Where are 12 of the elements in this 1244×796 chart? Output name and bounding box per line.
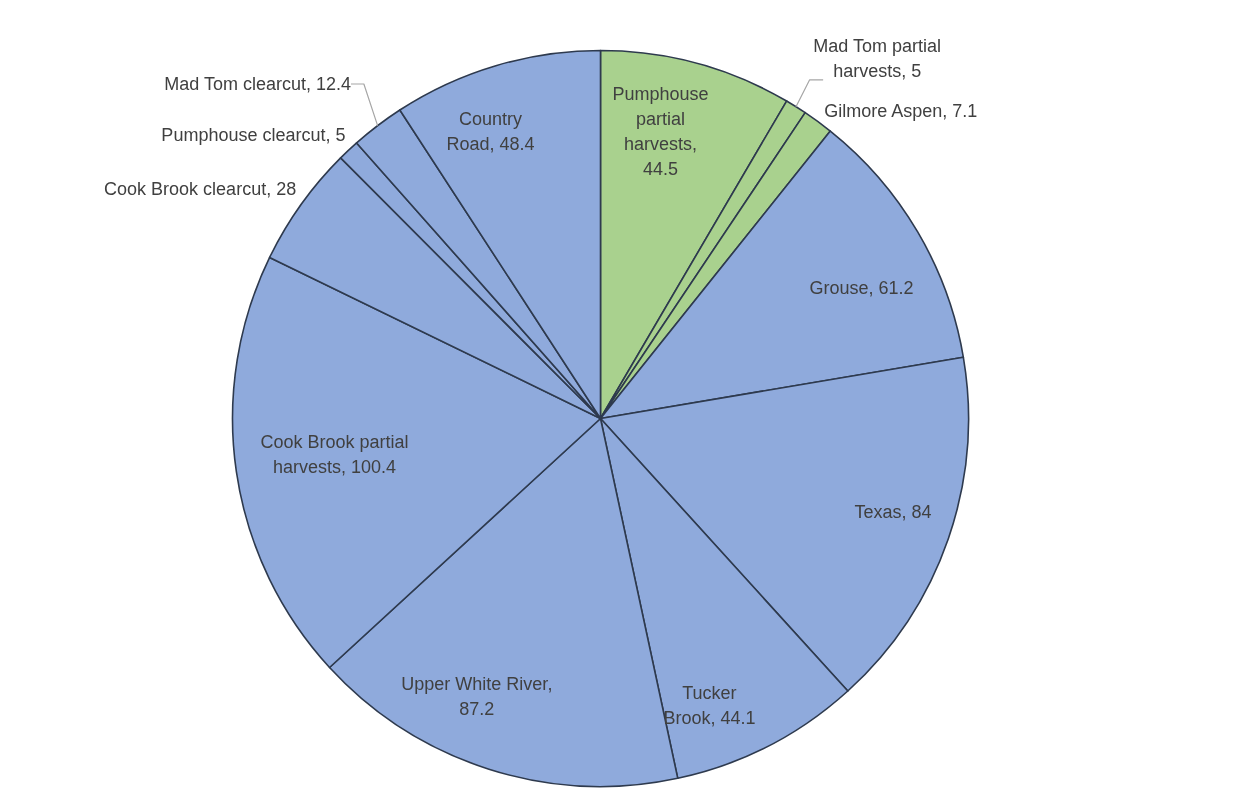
data-label: Texas, 84 xyxy=(854,501,932,522)
data-label: Pumphouse clearcut, 5 xyxy=(161,124,346,145)
data-label: Country Road, 48.4 xyxy=(446,108,535,154)
data-label: Gilmore Aspen, 7.1 xyxy=(824,101,978,122)
data-label: Cook Brook partial harvests, 100.4 xyxy=(260,432,409,478)
data-label: Pumphouse partial harvests, 44.5 xyxy=(612,83,709,179)
data-label: Tucker Brook, 44.1 xyxy=(663,683,756,729)
data-label: Upper White River, 87.2 xyxy=(401,673,553,719)
data-label: Mad Tom partial harvests, 5 xyxy=(813,35,941,81)
data-label: Cook Brook clearcut, 28 xyxy=(104,178,297,199)
data-label: Mad Tom clearcut, 12.4 xyxy=(164,73,352,94)
data-label: Grouse, 61.2 xyxy=(809,277,914,298)
